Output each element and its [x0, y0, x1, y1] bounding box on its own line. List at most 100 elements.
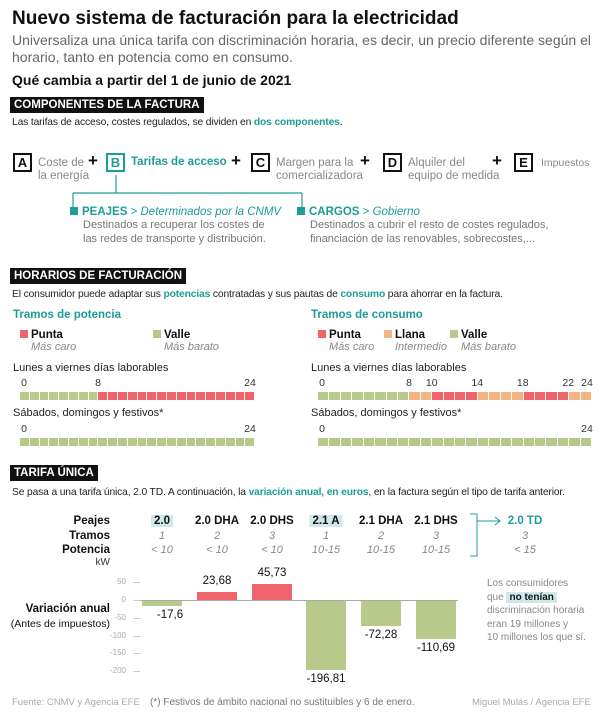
hour-cell-punta [443, 392, 455, 400]
note-line: que [487, 591, 507, 603]
intro-text: contratadas y sus pautas de [210, 289, 341, 300]
hour-cell-valle [557, 438, 569, 446]
peajes-desc-2: las redes de transporte y distribución. [83, 233, 266, 245]
hour-cell-valle [98, 438, 108, 446]
hour-cell-valle [225, 438, 235, 446]
intro-text: para ahorrar en la factura. [385, 289, 503, 300]
component-box-c: C [251, 153, 270, 172]
row-label-tramos: Tramos [69, 530, 110, 542]
hour-cell-valle [127, 438, 137, 446]
peaje-label: 2.1 DHS [414, 515, 457, 527]
hour-cell-valle [39, 438, 49, 446]
cargos-who: Gobierno [372, 206, 420, 218]
hour-cell-llana [477, 392, 489, 400]
note-line: discriminación horaria [487, 605, 585, 616]
hour-cell-valle [500, 438, 512, 446]
legend-item-valle: Valle Más barato [153, 329, 219, 353]
hour-cell-llana [500, 392, 512, 400]
note-line: Los consumidores [487, 578, 569, 589]
hour-cell-punta [147, 392, 157, 400]
hour-cell-llana [569, 392, 580, 400]
hour-cell-valle [78, 438, 88, 446]
cargos-name: CARGOS [309, 206, 360, 218]
hour-cell-punta [225, 392, 235, 400]
tramos-value: 3 [268, 530, 276, 542]
component-label-a: Coste de la energía [38, 157, 90, 182]
connector-lines [72, 175, 303, 208]
legend-text: Llana [395, 329, 426, 341]
hour-cell-valle [108, 438, 117, 446]
bracket-arrow-icon [470, 513, 501, 557]
hour-cell-valle [397, 392, 409, 400]
y-tick-mark [133, 600, 140, 601]
legend-swatch-icon [20, 330, 28, 338]
intro-text: Las tarifas de acceso, costes regulados,… [12, 117, 254, 128]
legend-label: Valle [153, 329, 219, 341]
hour-cell-valle [176, 438, 186, 446]
bar-value-label: 45,73 [257, 566, 287, 579]
cargos-square-icon [297, 207, 305, 215]
hour-cell-valle [455, 438, 466, 446]
horarios-intro: El consumidor puede adaptar sus potencia… [12, 288, 590, 301]
weekday-hour-bar [318, 392, 592, 400]
note-line: eran 19 millones y [487, 618, 569, 630]
new-peaje: 2.0 TD [507, 515, 543, 527]
y-tick-mark [133, 653, 140, 655]
weekend-label: Sábados, domingos y festivos* [13, 407, 164, 419]
row-label-potencia: Potencia [62, 544, 110, 556]
bar-2-1-dhs [416, 600, 456, 640]
component-label-b: Tarifas de acceso [131, 156, 227, 168]
bar-2-0-dha [197, 591, 237, 600]
new-tramos: 3 [521, 530, 529, 542]
legend-sub: Más caro [31, 341, 77, 353]
hour-cell-valle [535, 438, 546, 446]
hour-tick: 24 [244, 423, 256, 435]
hour-cell-valle [546, 438, 557, 446]
hour-cell-valle [186, 438, 196, 446]
bar-2-0 [142, 600, 182, 607]
hour-cell-punta [523, 392, 535, 400]
hour-tick: 22 [562, 377, 575, 389]
legend-label: Punta [20, 329, 76, 341]
subtitle: Universaliza una única tarifa con discri… [12, 32, 591, 65]
peajes-arrow: > [127, 206, 141, 218]
legend-text: Valle [164, 329, 191, 341]
peaje-text: 2.0 [151, 515, 173, 527]
hour-cell-valle [375, 438, 386, 446]
hour-cell-punta [535, 392, 546, 400]
plus-icon: + [492, 151, 502, 170]
hour-cell-llana [580, 392, 592, 400]
peaje-text: 2.1 A [309, 515, 343, 527]
hour-cell-valle [88, 392, 98, 400]
hour-cell-valle [49, 438, 59, 446]
y-tick-label: 50 [117, 577, 126, 587]
component-box-e: E [514, 153, 533, 172]
plus-icon: + [88, 151, 98, 170]
hour-cell-valle [157, 438, 166, 446]
legend-item-valle: Valle Más barato [450, 329, 516, 353]
potencia-value: < 10 [206, 544, 228, 556]
bar-value-label: -196,81 [306, 672, 346, 685]
schedule-title: Tramos de potencia [13, 309, 122, 321]
intro-highlight: consumo [340, 289, 386, 300]
bar-2-1-dha [361, 600, 401, 626]
hour-cell-valle [318, 438, 329, 446]
hour-cell-valle [166, 438, 176, 446]
legend-swatch-icon [384, 330, 392, 338]
intro-highlight: dos componentes [253, 117, 340, 128]
hour-cell-valle [375, 392, 386, 400]
hour-cell-valle [523, 438, 535, 446]
component-label-e: Impuestos [541, 157, 590, 169]
hour-cell-valle [78, 392, 88, 400]
weekday-label: Lunes a viernes días laborables [13, 362, 169, 374]
hour-cell-valle [432, 438, 443, 446]
peaje-text: 2.0 DHS [250, 515, 294, 527]
hour-cell-valle [117, 438, 127, 446]
legend-text: Punta [329, 329, 361, 341]
variacion-sublabel: (Antes de impuestos) [10, 618, 110, 630]
components-intro: Las tarifas de acceso, costes regulados,… [12, 116, 590, 129]
legend-label: Llana [384, 329, 447, 341]
legend-swatch-icon [450, 330, 458, 338]
hour-cell-punta [432, 392, 443, 400]
hour-cell-valle [569, 438, 580, 446]
